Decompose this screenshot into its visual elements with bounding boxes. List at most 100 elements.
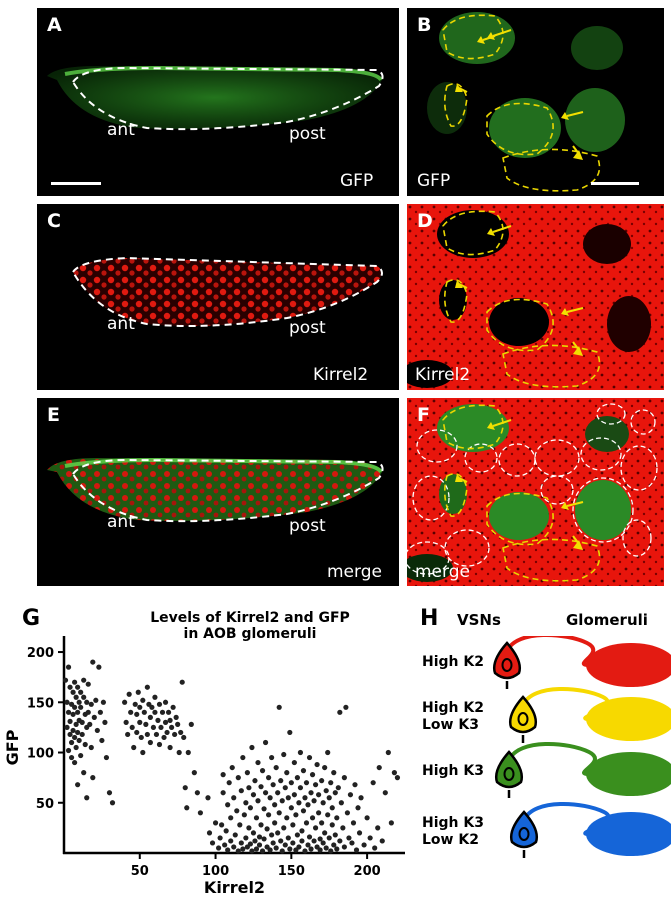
scatter-point [288,780,294,786]
scatter-point [72,679,78,685]
scatter-point [75,729,81,736]
scatter-point [84,699,90,705]
scatter-point [73,744,79,751]
scatter-point [364,815,370,821]
scatter-point [320,800,326,806]
scatter-point [338,800,344,806]
glomerulus-ellipse [586,643,671,687]
scatter-point [240,754,246,761]
vsn-nucleus [503,767,515,781]
scatter-point [252,838,258,844]
scatter-point [153,731,160,738]
panel-label-g: G [22,606,41,631]
scatter-point [67,731,73,738]
scatter-point [250,792,257,798]
scatter-point [70,711,76,717]
scatter-point [278,838,284,844]
panel-label-e: E [47,404,60,426]
scatter-point [343,704,349,710]
column-header-vsns: VSNs [457,611,501,629]
scatter-point [352,782,358,788]
scatter-point [273,764,279,771]
panel-c: C ant post Kirrel2 [37,204,399,390]
row-label-line-1: High K2 [422,654,484,670]
scatter-point [79,719,85,725]
vsn-cell-body [509,695,537,734]
scatter-point [99,737,105,744]
scatter-point [62,677,69,683]
scatter-point [388,820,394,826]
scatter-point [337,709,343,715]
scatter-point [91,714,97,720]
scatter-point [231,844,237,850]
scatter-point [68,739,75,746]
scatter-point [149,704,155,710]
scatter-point [188,721,194,727]
scatter-point [275,830,281,836]
y-tick-label: 200 [27,646,54,661]
scale-bar-a [51,182,101,185]
scatter-point [355,805,361,811]
scatter-point [312,782,319,788]
scatter-point [281,751,287,758]
scatter-point [123,719,129,725]
scatter-point [281,825,287,831]
scatter-point [238,840,244,846]
panel-e: E ant post merge [37,398,399,586]
scatter-point [232,832,238,838]
scatter-point [181,734,187,741]
scatter-point [191,770,197,776]
scatter-point [237,822,243,828]
scatter-point [247,805,254,811]
scatter-point [206,830,213,836]
scatter-point [129,724,135,731]
scatter-point [379,838,385,844]
scatter-point [325,749,331,756]
scatter-point [90,659,96,665]
scatter-point [165,709,172,715]
scatter-point [346,835,352,841]
scatter-point [293,812,299,818]
scatter-point [255,798,261,804]
scatter-point [287,729,293,736]
scatter-point [285,795,291,801]
scatter-point [222,842,228,848]
scatter-point [135,689,141,695]
scatter-point [326,835,332,841]
scatter-point [334,846,340,852]
scatter-point [349,840,355,846]
scatter-point [235,848,241,854]
channel-label-e: merge [327,562,382,582]
panel-label-f: F [417,404,430,426]
scatter-point [158,724,164,731]
scatter-point [219,822,225,828]
scatter-point [335,785,341,791]
scatter-point [97,709,103,715]
panel-d: D Kirrel2 [407,204,664,390]
scatter-point [273,845,279,851]
scatter-point [228,815,234,821]
scatter-point [84,795,90,801]
row-label-line-2: Low K3 [422,717,479,733]
scatter-point [150,724,157,731]
panel-label-a: A [47,14,62,36]
scatter-point [258,784,264,790]
scatter-point [316,792,322,798]
scale-bar-b [591,182,639,185]
glomerulus-ellipse [586,752,671,796]
scatter-point [81,677,87,683]
scatter-point [172,731,178,738]
scatter-point [267,795,273,801]
scatter-point [256,834,263,840]
posterior-label: post [289,318,326,338]
channel-label-d: Kirrel2 [415,365,471,385]
scatter-point [167,717,173,723]
scatter-point [291,792,297,798]
scatter-point [147,739,153,746]
scatter-point [88,744,94,751]
scatter-point [128,709,134,715]
scatter-point [328,848,334,854]
vsn-glomeruli-diagram [493,636,671,858]
scatter-point [308,846,314,852]
scatter-point [337,838,343,844]
